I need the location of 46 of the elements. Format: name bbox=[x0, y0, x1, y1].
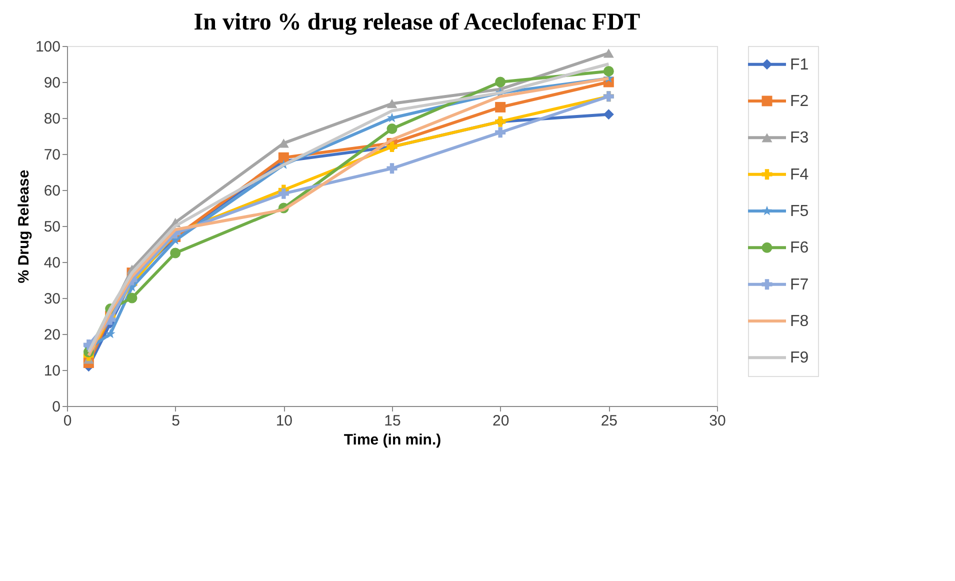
y-tick-label: 60 bbox=[44, 182, 60, 200]
point bbox=[603, 109, 614, 120]
y-tick-label: 70 bbox=[44, 146, 60, 164]
point bbox=[387, 112, 397, 122]
x-tick-label: 0 bbox=[63, 412, 72, 430]
y-tick-label: 40 bbox=[44, 254, 60, 272]
point bbox=[278, 138, 289, 148]
x-tick-label: 30 bbox=[709, 412, 726, 430]
point bbox=[278, 188, 289, 199]
x-tick-label: 15 bbox=[384, 412, 401, 430]
x-tick-label: 5 bbox=[172, 412, 180, 430]
legend-label: F7 bbox=[790, 276, 809, 294]
point bbox=[603, 66, 614, 76]
y-tick-label: 80 bbox=[44, 110, 60, 128]
legend-label: F9 bbox=[790, 350, 809, 367]
y-tick-label: 100 bbox=[35, 38, 60, 56]
legend-label: F5 bbox=[790, 203, 809, 220]
y-tick-label: 10 bbox=[44, 362, 60, 380]
y-tick-label: 50 bbox=[44, 218, 60, 236]
point bbox=[386, 163, 398, 174]
point bbox=[495, 76, 506, 88]
legend-label: F2 bbox=[790, 93, 809, 110]
legend-label: F1 bbox=[790, 56, 809, 74]
point bbox=[603, 48, 614, 58]
legend-label: F6 bbox=[790, 240, 809, 257]
y-tick-label: 0 bbox=[52, 398, 60, 416]
y-axis-title: % Drug Release bbox=[15, 170, 32, 284]
point bbox=[386, 99, 398, 108]
y-tick-label: 90 bbox=[44, 74, 60, 92]
point bbox=[170, 248, 181, 258]
x-tick-label: 20 bbox=[492, 412, 510, 430]
point bbox=[495, 102, 506, 112]
point bbox=[386, 124, 398, 134]
chart-title: In vitro % drug release of Aceclofenac FDT bbox=[194, 10, 640, 36]
point bbox=[495, 127, 506, 138]
legend-label: F3 bbox=[790, 130, 809, 147]
y-tick-label: 20 bbox=[44, 326, 60, 344]
point bbox=[105, 328, 116, 338]
x-tick-label: 25 bbox=[600, 412, 618, 430]
y-tick-label: 30 bbox=[44, 290, 60, 308]
point bbox=[278, 152, 289, 163]
legend-label: F4 bbox=[790, 166, 809, 184]
legend-label: F8 bbox=[790, 313, 809, 330]
x-axis-title: Time (in min.) bbox=[344, 432, 442, 448]
x-tick-label: 10 bbox=[276, 412, 293, 430]
point bbox=[126, 292, 138, 304]
